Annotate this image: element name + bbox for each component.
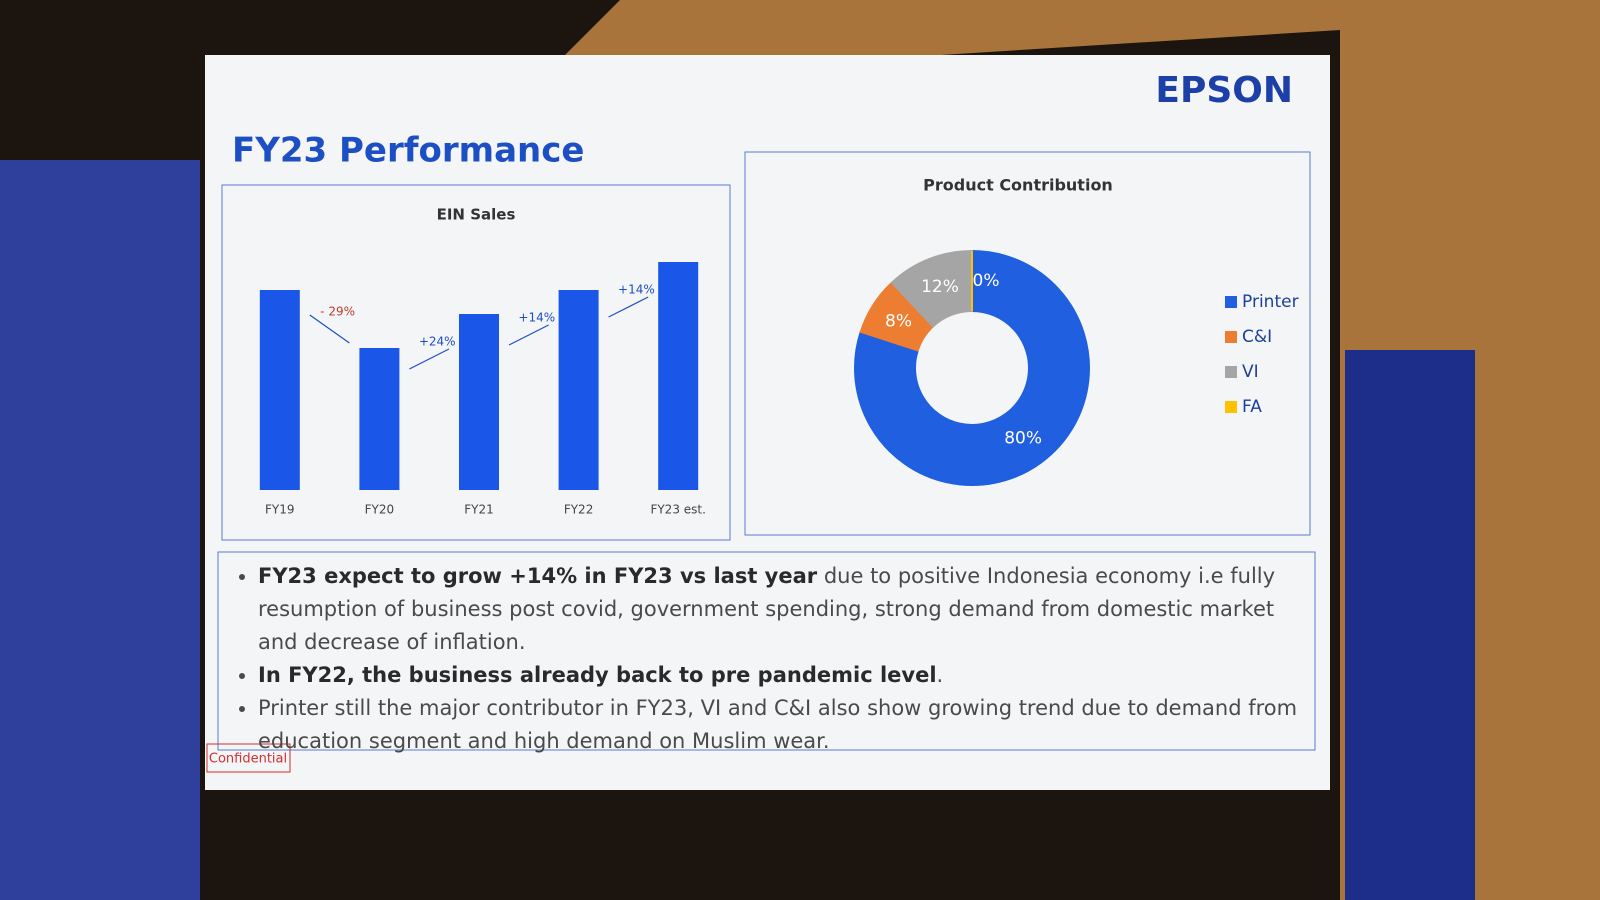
growth-label: +14% bbox=[518, 311, 555, 325]
growth-label: +24% bbox=[419, 335, 456, 349]
bar bbox=[359, 348, 400, 490]
bar bbox=[558, 290, 599, 490]
legend-swatch bbox=[1225, 401, 1237, 413]
growth-arrow bbox=[309, 314, 350, 344]
growth-arrow bbox=[508, 324, 549, 346]
bullet: FY23 expect to grow +14% in FY23 vs last… bbox=[258, 560, 1308, 659]
bar bbox=[658, 262, 699, 490]
pie-chart-title: Product Contribution bbox=[923, 176, 1113, 195]
slice-label: 8% bbox=[885, 311, 912, 331]
logo: EPSON bbox=[1155, 70, 1293, 111]
bullet-text: Printer still the major contributor in F… bbox=[258, 696, 1298, 753]
growth-arrow bbox=[608, 296, 649, 318]
bullet-list: FY23 expect to grow +14% in FY23 vs last… bbox=[228, 560, 1308, 758]
slice-label: 0% bbox=[973, 271, 1000, 291]
speaker bbox=[1345, 350, 1475, 900]
legend-label: Printer bbox=[1242, 292, 1299, 312]
bullet-bold: In FY22, the business already back to pr… bbox=[258, 663, 937, 687]
x-tick-label: FY19 bbox=[265, 503, 295, 517]
x-tick-label: FY21 bbox=[464, 503, 494, 517]
slide-title: FY23 Performance bbox=[232, 131, 584, 171]
x-tick-label: FY23 est. bbox=[650, 503, 705, 517]
x-tick-label: FY22 bbox=[564, 503, 594, 517]
bar bbox=[259, 290, 300, 490]
bullet: In FY22, the business already back to pr… bbox=[258, 659, 1308, 692]
legend-label: FA bbox=[1242, 397, 1262, 417]
donut-slice bbox=[854, 249, 1090, 486]
confidential-box bbox=[206, 743, 291, 773]
bar-chart-title: EIN Sales bbox=[437, 206, 516, 224]
legend-label: VI bbox=[1242, 362, 1259, 382]
bar-chart-frame bbox=[221, 184, 731, 541]
slice-label: 80% bbox=[1004, 428, 1042, 448]
bullet-bold: FY23 expect to grow +14% in FY23 vs last… bbox=[258, 564, 818, 588]
legend-swatch bbox=[1225, 296, 1237, 308]
legend-swatch bbox=[1225, 331, 1237, 343]
bullet: Printer still the major contributor in F… bbox=[258, 692, 1308, 758]
x-tick-label: FY20 bbox=[365, 503, 395, 517]
slice-label: 12% bbox=[921, 277, 959, 297]
bar bbox=[459, 314, 499, 490]
bullet-frame bbox=[217, 551, 1316, 751]
growth-label: +14% bbox=[618, 283, 655, 297]
bullets: FY23 expect to grow +14% in FY23 vs last… bbox=[228, 560, 1308, 758]
stage-decor-left bbox=[0, 160, 200, 900]
bullet-text: . bbox=[936, 663, 944, 687]
confidential-label: Confidential bbox=[209, 752, 287, 767]
growth-label: - 29% bbox=[320, 305, 355, 319]
pie-chart-frame bbox=[744, 151, 1311, 536]
bullet-text: due to positive Indonesia economy i.e fu… bbox=[258, 564, 1276, 654]
growth-arrow bbox=[409, 348, 450, 370]
legend-swatch bbox=[1225, 366, 1237, 378]
legend-label: C&I bbox=[1242, 327, 1272, 347]
